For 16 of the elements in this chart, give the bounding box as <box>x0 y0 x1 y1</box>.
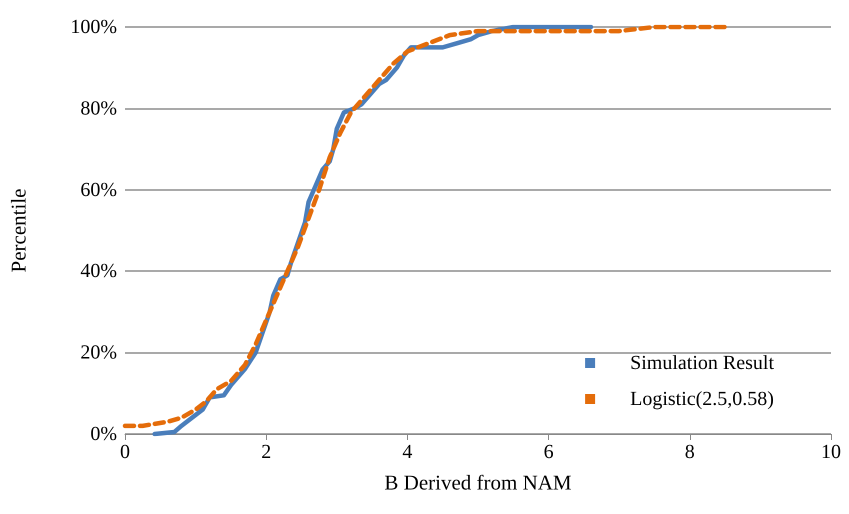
x-tick-label: 10 <box>821 441 841 463</box>
x-tick-label: 4 <box>402 441 412 463</box>
y-tick-label: 80% <box>80 97 117 120</box>
x-tick-label: 2 <box>261 441 272 463</box>
x-tick-label: 0 <box>120 441 130 463</box>
y-tick-label: 20% <box>80 342 117 364</box>
y-tick-label: 60% <box>80 178 117 201</box>
x-tick-label: 8 <box>684 441 695 463</box>
legend-label: Simulation Result <box>630 352 774 374</box>
y-tick-label: 100% <box>70 16 117 38</box>
y-tick-label: 0% <box>90 423 117 445</box>
legend-label: Logistic(2.5,0.58) <box>630 388 774 410</box>
x-tick-label: 6 <box>544 441 554 463</box>
y-tick-label: 40% <box>80 260 117 282</box>
y-axis-title: Percentile <box>6 188 30 272</box>
x-axis-title: B Derived from NAM <box>384 470 572 494</box>
